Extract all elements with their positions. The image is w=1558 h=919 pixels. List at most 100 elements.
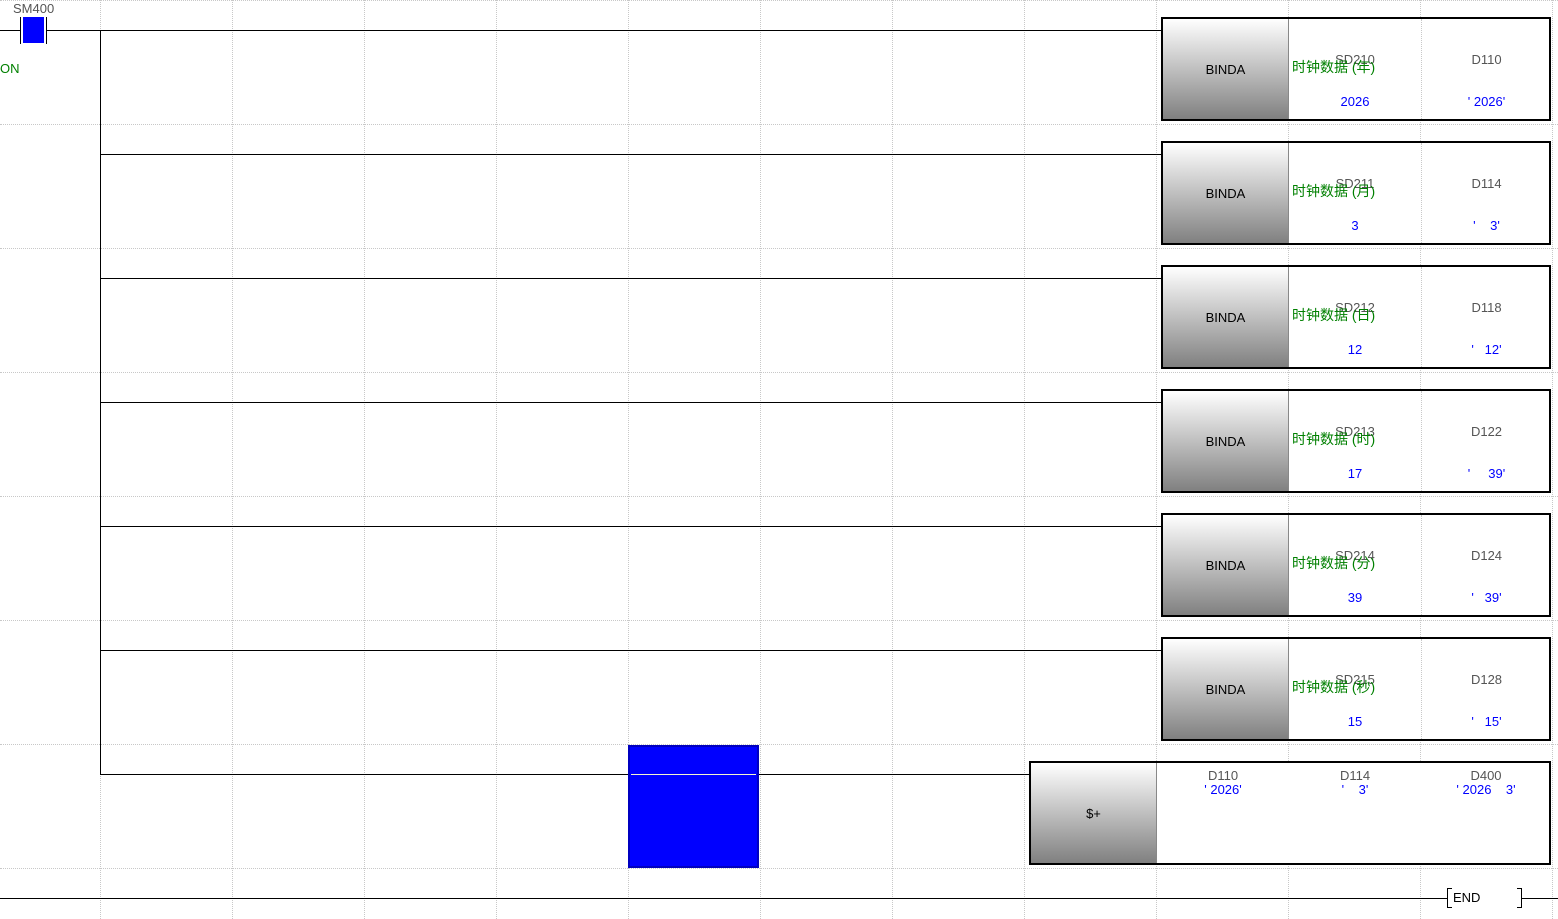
rung-wire (100, 774, 1029, 775)
binda-instruction-box[interactable]: BINDA SD212 12 时钟数据 (日) D118 ' 12' (1161, 265, 1551, 369)
destination-operand: D124 ' 39' (1421, 515, 1551, 615)
device-comment: 时钟数据 (日) (1292, 307, 1376, 323)
contact-bar (46, 17, 47, 44)
destination-operand: D122 ' 39' (1421, 391, 1551, 491)
operand-device: D128 (1470, 672, 1503, 687)
device-comment: 时钟数据 (年) (1292, 59, 1376, 75)
grid-column-line (496, 0, 497, 919)
operand-value: 15 (1347, 714, 1363, 729)
grid-row-line (0, 124, 1558, 125)
binda-instruction-box[interactable]: BINDA SD211 3 时钟数据 (月) D114 ' 3' (1161, 141, 1551, 245)
operand-value: ' 15' (1471, 714, 1502, 729)
end-bracket-left (1447, 888, 1452, 908)
operand-2: D114 ' 3' (1289, 763, 1421, 863)
grid-column-line (760, 0, 761, 919)
instruction-name: $+ (1031, 763, 1157, 863)
rung-wire (100, 154, 1161, 155)
operand-value: ' 3' (1473, 218, 1500, 233)
end-wire (1522, 898, 1558, 899)
source-operand: SD212 12 时钟数据 (日) (1289, 267, 1421, 367)
grid-column-line (232, 0, 233, 919)
operand-device: SD212 (1335, 300, 1375, 315)
operand-device: D124 (1470, 548, 1503, 563)
operand-device: SD213 (1335, 424, 1375, 439)
grid-column-line (1024, 0, 1025, 919)
grid-row-line (0, 496, 1558, 497)
end-instruction[interactable]: END (1453, 890, 1481, 905)
contact-sm400[interactable] (23, 17, 44, 43)
instruction-name: BINDA (1163, 143, 1289, 243)
operand-value: 12 (1347, 342, 1363, 357)
instruction-name: BINDA (1163, 639, 1289, 739)
operand-3: D400 ' 2026 3' (1421, 763, 1551, 863)
instruction-name: BINDA (1163, 515, 1289, 615)
grid-row-line (0, 620, 1558, 621)
source-operand: SD210 2026 时钟数据 (年) (1289, 19, 1421, 119)
operand-device: SD211 (1335, 176, 1375, 191)
operand-value: 17 (1347, 466, 1363, 481)
operand-value: ' 2026' (1204, 782, 1242, 797)
operand-value: ' 39' (1471, 590, 1502, 605)
operand-1: D110 ' 2026' (1157, 763, 1289, 863)
cursor-cell[interactable] (628, 745, 759, 868)
binda-instruction-box[interactable]: BINDA SD215 15 时钟数据 (秒) D128 ' 15' (1161, 637, 1551, 741)
grid-column-line (892, 0, 893, 919)
device-comment: 时钟数据 (秒) (1292, 679, 1376, 695)
destination-operand: D118 ' 12' (1421, 267, 1551, 367)
concat-instruction-box[interactable]: $+ D110 ' 2026' D114 ' 3' D400 ' 2026 3' (1029, 761, 1551, 865)
operand-value: 39 (1347, 590, 1363, 605)
operand-device: D110 (1207, 768, 1239, 783)
rung-wire (100, 278, 1161, 279)
operand-value: ' 2026' (1467, 94, 1506, 109)
source-operand: SD211 3 时钟数据 (月) (1289, 143, 1421, 243)
binda-instruction-box[interactable]: BINDA SD210 2026 时钟数据 (年) D110 ' 2026' (1161, 17, 1551, 121)
device-comment: 时钟数据 (分) (1292, 555, 1376, 571)
grid-row-line (0, 248, 1558, 249)
device-comment: 时钟数据 (月) (1292, 183, 1376, 199)
destination-operand: D114 ' 3' (1421, 143, 1551, 243)
operand-device: D110 (1471, 52, 1502, 67)
operand-value: ' 12' (1471, 342, 1502, 357)
end-wire (0, 898, 1448, 899)
binda-instruction-box[interactable]: BINDA SD214 39 时钟数据 (分) D124 ' 39' (1161, 513, 1551, 617)
instruction-name: BINDA (1163, 267, 1289, 367)
grid-column-line (1552, 0, 1553, 919)
end-bracket-right (1517, 888, 1522, 908)
operand-device: D114 (1471, 176, 1502, 191)
grid-row-line (0, 744, 1558, 745)
rung-wire (100, 526, 1161, 527)
instruction-name: BINDA (1163, 19, 1289, 119)
operand-device: D118 (1471, 300, 1502, 315)
source-operand: SD215 15 时钟数据 (秒) (1289, 639, 1421, 739)
operand-value: ' 2026 3' (1456, 782, 1516, 797)
rung-wire (100, 402, 1161, 403)
source-operand: SD213 17 时钟数据 (时) (1289, 391, 1421, 491)
cursor-wire (631, 774, 756, 775)
rung-wire (0, 30, 20, 31)
operand-value: ' 39' (1467, 466, 1506, 481)
operand-device: SD214 (1335, 548, 1375, 563)
operand-device: D122 (1470, 424, 1503, 439)
grid-row-line (0, 868, 1558, 869)
rung-wire (100, 30, 1161, 31)
destination-operand: D128 ' 15' (1421, 639, 1551, 739)
binda-instruction-box[interactable]: BINDA SD213 17 时钟数据 (时) D122 ' 39' (1161, 389, 1551, 493)
operand-value: ' 3' (1341, 782, 1369, 797)
operand-device: SD210 (1335, 52, 1375, 67)
destination-operand: D110 ' 2026' (1421, 19, 1551, 119)
rung-wire (47, 30, 100, 31)
contact-device-label: SM400 (13, 1, 55, 16)
operand-value: 2026 (1340, 94, 1370, 109)
operand-device: SD215 (1335, 672, 1375, 687)
rung-wire (100, 650, 1161, 651)
contact-state: ON (0, 61, 20, 76)
source-operand: SD214 39 时钟数据 (分) (1289, 515, 1421, 615)
grid-row-line (0, 0, 1558, 1)
operand-device: D400 (1470, 768, 1502, 783)
operand-value: 3 (1351, 218, 1359, 233)
grid-column-line (628, 0, 629, 919)
instruction-name: BINDA (1163, 391, 1289, 491)
contact-bar (20, 17, 21, 44)
operand-device: D114 (1339, 768, 1371, 783)
grid-row-line (0, 372, 1558, 373)
